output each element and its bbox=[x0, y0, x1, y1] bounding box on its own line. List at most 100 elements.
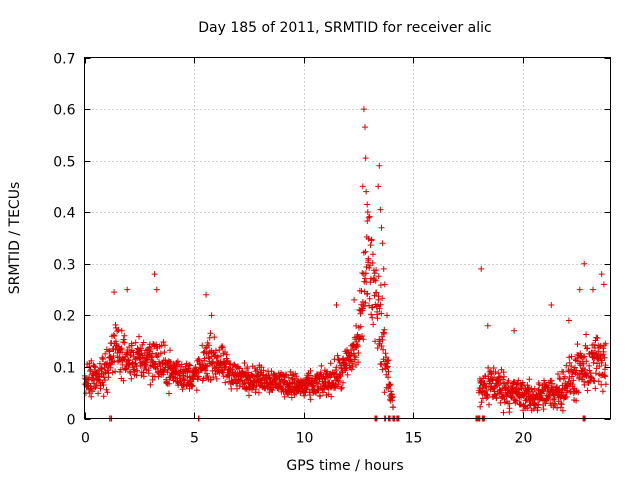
data-point bbox=[583, 358, 590, 365]
data-point bbox=[219, 344, 226, 351]
data-point bbox=[372, 277, 379, 284]
data-point bbox=[193, 387, 200, 394]
plot-frame bbox=[84, 57, 611, 419]
data-point bbox=[515, 377, 522, 384]
data-point bbox=[189, 382, 196, 389]
data-point bbox=[481, 380, 488, 386]
data-point bbox=[592, 385, 599, 392]
data-point bbox=[600, 348, 607, 355]
data-point bbox=[564, 387, 571, 394]
data-point bbox=[602, 373, 609, 380]
data-point bbox=[593, 334, 600, 341]
data-point bbox=[105, 370, 112, 377]
data-point bbox=[377, 338, 383, 345]
data-point bbox=[367, 275, 374, 282]
data-point bbox=[147, 346, 154, 352]
data-point bbox=[560, 369, 567, 375]
data-point bbox=[317, 392, 324, 399]
data-point bbox=[581, 381, 588, 388]
data-point bbox=[343, 365, 350, 372]
data-point bbox=[360, 336, 367, 343]
data-point bbox=[378, 310, 385, 317]
data-point bbox=[363, 188, 370, 195]
data-point bbox=[364, 201, 371, 208]
data-point bbox=[365, 255, 372, 262]
data-point bbox=[220, 373, 227, 380]
data-point bbox=[484, 322, 491, 329]
y-tick-label: 0 bbox=[67, 413, 76, 429]
data-point bbox=[108, 354, 114, 361]
data-point bbox=[570, 377, 577, 384]
data-point bbox=[160, 371, 167, 378]
data-point bbox=[151, 271, 158, 278]
x-tick-label: 0 bbox=[81, 431, 90, 447]
data-point bbox=[352, 354, 359, 361]
data-point bbox=[584, 387, 591, 394]
data-point bbox=[174, 358, 181, 365]
data-point bbox=[540, 406, 547, 413]
data-point bbox=[344, 371, 351, 378]
data-point bbox=[88, 357, 95, 364]
data-point bbox=[362, 299, 369, 306]
data-point bbox=[362, 248, 369, 255]
data-point bbox=[224, 357, 231, 364]
y-tick-label: 0.1 bbox=[53, 361, 75, 377]
data-point bbox=[333, 302, 340, 308]
data-point bbox=[362, 124, 368, 131]
data-point bbox=[220, 367, 227, 374]
data-point bbox=[378, 343, 385, 349]
data-point bbox=[318, 362, 325, 369]
data-point bbox=[365, 214, 372, 221]
data-point bbox=[492, 369, 499, 375]
data-point bbox=[380, 346, 387, 353]
data-point bbox=[186, 361, 193, 368]
data-point bbox=[359, 333, 365, 339]
data-point bbox=[153, 286, 160, 293]
data-point bbox=[208, 312, 215, 319]
data-point bbox=[517, 401, 524, 407]
data-point bbox=[371, 292, 378, 299]
data-point bbox=[137, 345, 144, 352]
data-point bbox=[378, 224, 385, 231]
data-point bbox=[601, 372, 608, 379]
data-point bbox=[581, 353, 588, 360]
data-point bbox=[134, 367, 141, 374]
data-point bbox=[380, 265, 387, 272]
data-point bbox=[512, 397, 519, 404]
data-point bbox=[333, 364, 340, 371]
y-tick-label: 0.4 bbox=[53, 206, 75, 222]
grid bbox=[84, 57, 611, 419]
data-point bbox=[368, 311, 375, 318]
data-point bbox=[104, 389, 111, 396]
data-point bbox=[121, 332, 128, 339]
data-point bbox=[526, 376, 533, 383]
data-point bbox=[236, 365, 243, 372]
data-point bbox=[235, 364, 242, 371]
data-point bbox=[581, 366, 588, 373]
data-point bbox=[590, 359, 597, 366]
data-point bbox=[351, 353, 358, 360]
data-point bbox=[110, 353, 117, 359]
y-tick-label: 0.2 bbox=[53, 309, 75, 325]
x-axis-label: GPS time / hours bbox=[286, 458, 403, 474]
data-point bbox=[136, 333, 142, 340]
data-point bbox=[379, 240, 386, 247]
data-point bbox=[497, 379, 504, 386]
data-point bbox=[580, 360, 587, 367]
data-point bbox=[111, 333, 118, 339]
data-point bbox=[500, 376, 506, 383]
data-point bbox=[206, 334, 213, 341]
data-point bbox=[140, 373, 147, 380]
data-point bbox=[362, 270, 369, 277]
data-point bbox=[127, 370, 134, 376]
data-point bbox=[119, 349, 126, 356]
data-point bbox=[590, 377, 597, 384]
data-point bbox=[518, 401, 524, 408]
data-point bbox=[244, 364, 251, 370]
data-point bbox=[145, 370, 152, 377]
data-point bbox=[119, 361, 126, 368]
data-point bbox=[205, 342, 212, 349]
data-point bbox=[210, 374, 217, 381]
x-tick-label: 10 bbox=[296, 431, 314, 447]
